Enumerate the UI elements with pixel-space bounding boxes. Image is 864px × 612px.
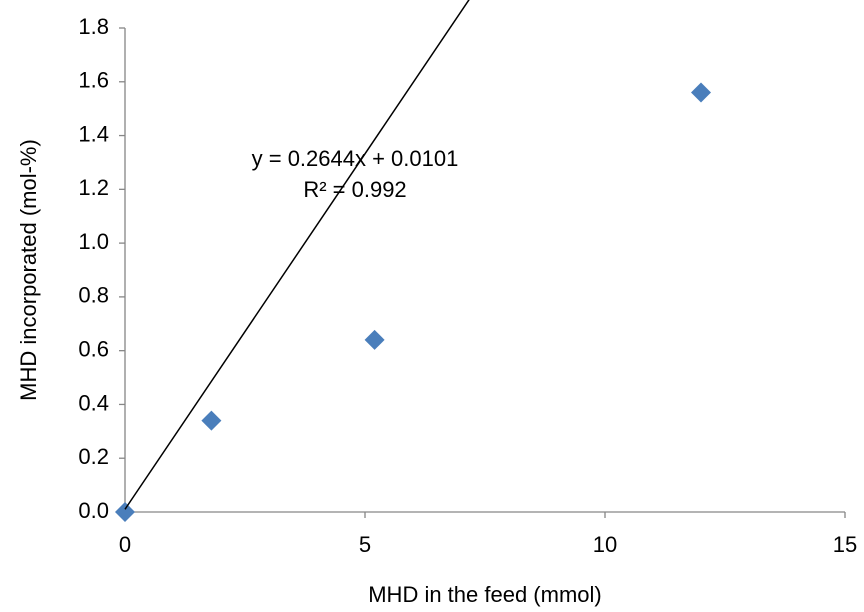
trendline-equation: y = 0.2644x + 0.0101 [252, 146, 459, 171]
data-point [201, 410, 222, 431]
y-tick-label: 1.2 [78, 175, 109, 200]
data-point [691, 82, 711, 103]
y-tick-label: 0.4 [78, 390, 109, 415]
y-tick-label: 0.6 [78, 336, 109, 361]
y-tick-label: 0.8 [78, 283, 109, 308]
data-point [115, 502, 135, 522]
y-tick-label: 1.4 [78, 121, 109, 146]
x-tick-label: 10 [593, 532, 617, 557]
y-tick-label: 0.2 [78, 444, 109, 469]
x-axis-label: MHD in the feed (mmol) [368, 582, 602, 607]
y-tick-label: 1.8 [78, 14, 109, 39]
y-tick-label: 1.0 [78, 229, 109, 254]
trendline-r2: R² = 0.992 [303, 177, 406, 202]
y-tick-label: 0.0 [78, 498, 109, 523]
x-tick-label: 0 [119, 532, 131, 557]
x-tick-label: 15 [833, 532, 857, 557]
data-point [364, 329, 385, 350]
trendline [124, 0, 470, 510]
x-tick-label: 5 [359, 532, 371, 557]
y-axis-label: MHD incorporated (mol-%) [16, 139, 41, 401]
y-tick-label: 1.6 [78, 68, 109, 93]
